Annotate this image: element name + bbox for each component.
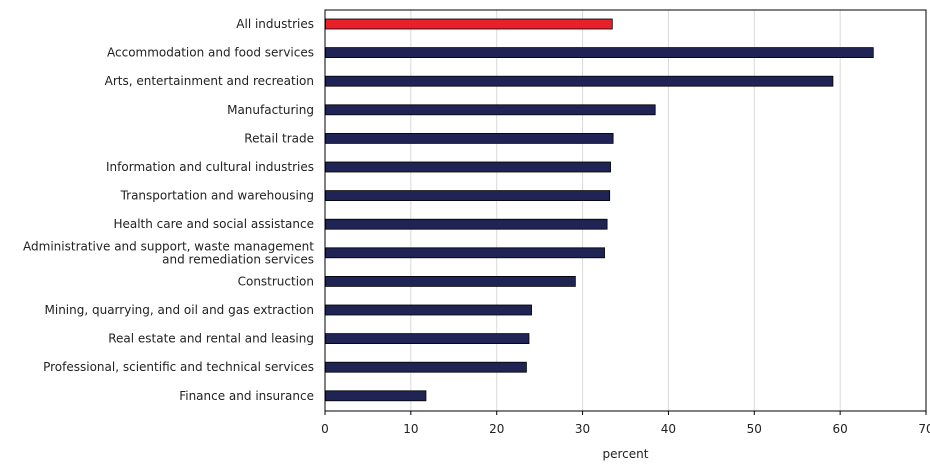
x-tick-label: 40	[661, 422, 676, 436]
bar-5	[325, 132, 614, 144]
category-label: Transportation and warehousing	[120, 189, 314, 203]
category-label: Health care and social assistance	[113, 217, 314, 231]
bar-13	[325, 361, 527, 373]
category-label: Arts, entertainment and recreation	[105, 74, 314, 88]
category-label: Administrative and support, waste manage…	[23, 239, 314, 253]
bar-14	[325, 390, 427, 402]
category-label: Mining, quarrying, and oil and gas extra…	[45, 303, 315, 317]
x-tick-label: 10	[403, 422, 418, 436]
category-label: Finance and insurance	[179, 389, 314, 403]
x-tick-label: 30	[575, 422, 590, 436]
category-label: Real estate and rental and leasing	[108, 332, 314, 346]
bar-11	[325, 304, 532, 316]
bar-10	[325, 275, 576, 287]
bar-3	[325, 75, 834, 87]
plot-frame	[324, 9, 927, 412]
bar-2	[325, 47, 874, 58]
category-label: Accommodation and food services	[107, 46, 314, 60]
bar-7	[325, 190, 611, 202]
category-label: and remediation services	[162, 252, 314, 266]
bar-1	[325, 18, 613, 30]
category-label: Information and cultural industries	[106, 160, 314, 174]
x-axis-label: percent	[603, 447, 649, 461]
bar-4	[325, 104, 656, 116]
category-label: Retail trade	[244, 131, 314, 145]
category-label: All industries	[236, 17, 314, 31]
x-tick-label: 60	[833, 422, 848, 436]
bar-6	[325, 161, 611, 173]
category-label: Construction	[238, 274, 314, 288]
bar-8	[325, 218, 608, 230]
category-label: Manufacturing	[227, 103, 314, 117]
x-tick-label: 0	[321, 422, 329, 436]
bar-12	[325, 333, 530, 345]
category-label: Professional, scientific and technical s…	[43, 360, 314, 374]
bar-9	[325, 247, 605, 259]
x-tick-label: 70	[918, 422, 930, 436]
x-tick-label: 20	[489, 422, 504, 436]
x-tick-label: 50	[747, 422, 762, 436]
